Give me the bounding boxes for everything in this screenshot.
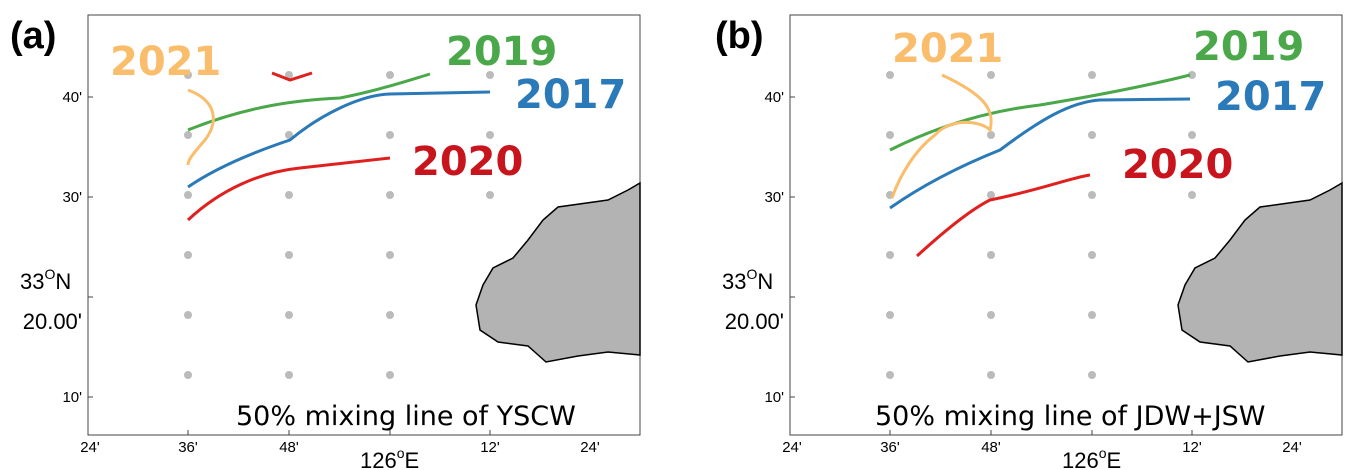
y-tick-label: 20.00' (23, 309, 82, 334)
panel-label: (b) (715, 15, 764, 57)
line-2019 (889, 73, 1191, 152)
year-label: 2019 (1193, 24, 1304, 70)
y-tick-label: 10' (764, 389, 784, 406)
y-tick-label: 30' (62, 189, 82, 206)
panel-b: (b) 2021 2019 2017 2020 50% mixing line … (715, 14, 1343, 436)
x-tick-label: 12' (1182, 439, 1202, 456)
year-label: 2020 (1122, 142, 1233, 188)
x-tick-label: 36' (178, 439, 198, 456)
caption: 50% mixing line of YSCW (236, 401, 576, 432)
y-tick-label: 33ON (20, 266, 71, 294)
sup: O (746, 266, 757, 282)
panel-label: (a) (10, 15, 56, 57)
line-2020 (915, 173, 1091, 258)
line-2021 (186, 88, 215, 166)
y-tick-label: 10' (62, 389, 82, 406)
y-tick-label: 40' (62, 89, 82, 106)
year-label: 2021 (892, 26, 1003, 72)
line-2019 (187, 72, 431, 132)
deg: 126 (360, 448, 397, 470)
line-2017 (187, 90, 491, 189)
hemi: E (1107, 448, 1122, 470)
y-tick-label: 20.00' (725, 309, 784, 334)
x-tick-label: 24' (580, 439, 600, 456)
x-tick-label: 36' (880, 439, 900, 456)
year-label: 2019 (446, 29, 557, 75)
year-label: 2017 (1215, 74, 1326, 120)
sup: o (1099, 445, 1107, 461)
x-tick-label: 126oE (360, 445, 419, 470)
x-tick-label: 12' (480, 439, 500, 456)
sup: O (44, 266, 55, 282)
panel-a: (a) 2021 2019 2017 2020 50% mixing line … (10, 14, 641, 436)
x-tick-label: 48' (981, 439, 1001, 456)
deg: 33 (722, 269, 746, 294)
x-tick-label: 48' (279, 439, 299, 456)
year-label: 2021 (110, 39, 221, 85)
year-label: 2020 (412, 139, 523, 185)
hemi: N (55, 269, 71, 294)
line-2020 (271, 71, 313, 82)
y-tick-label: 33ON (722, 266, 773, 294)
deg: 126 (1062, 448, 1099, 470)
y-tick-label: 40' (764, 89, 784, 106)
deg: 33 (20, 269, 44, 294)
x-tick-label: 126oE (1062, 445, 1121, 470)
x-tick-label: 24' (80, 439, 100, 456)
sup: o (397, 445, 405, 461)
line-2020 (186, 156, 391, 222)
x-tick-label: 24' (782, 439, 802, 456)
x-tick-label: 24' (1282, 439, 1302, 456)
line-2017 (889, 97, 1191, 210)
year-label: 2017 (515, 72, 626, 118)
hemi: E (405, 448, 420, 470)
caption: 50% mixing line of JDW+JSW (875, 401, 1266, 432)
hemi: N (757, 269, 773, 294)
y-tick-label: 30' (764, 189, 784, 206)
line-2021 (890, 73, 993, 199)
